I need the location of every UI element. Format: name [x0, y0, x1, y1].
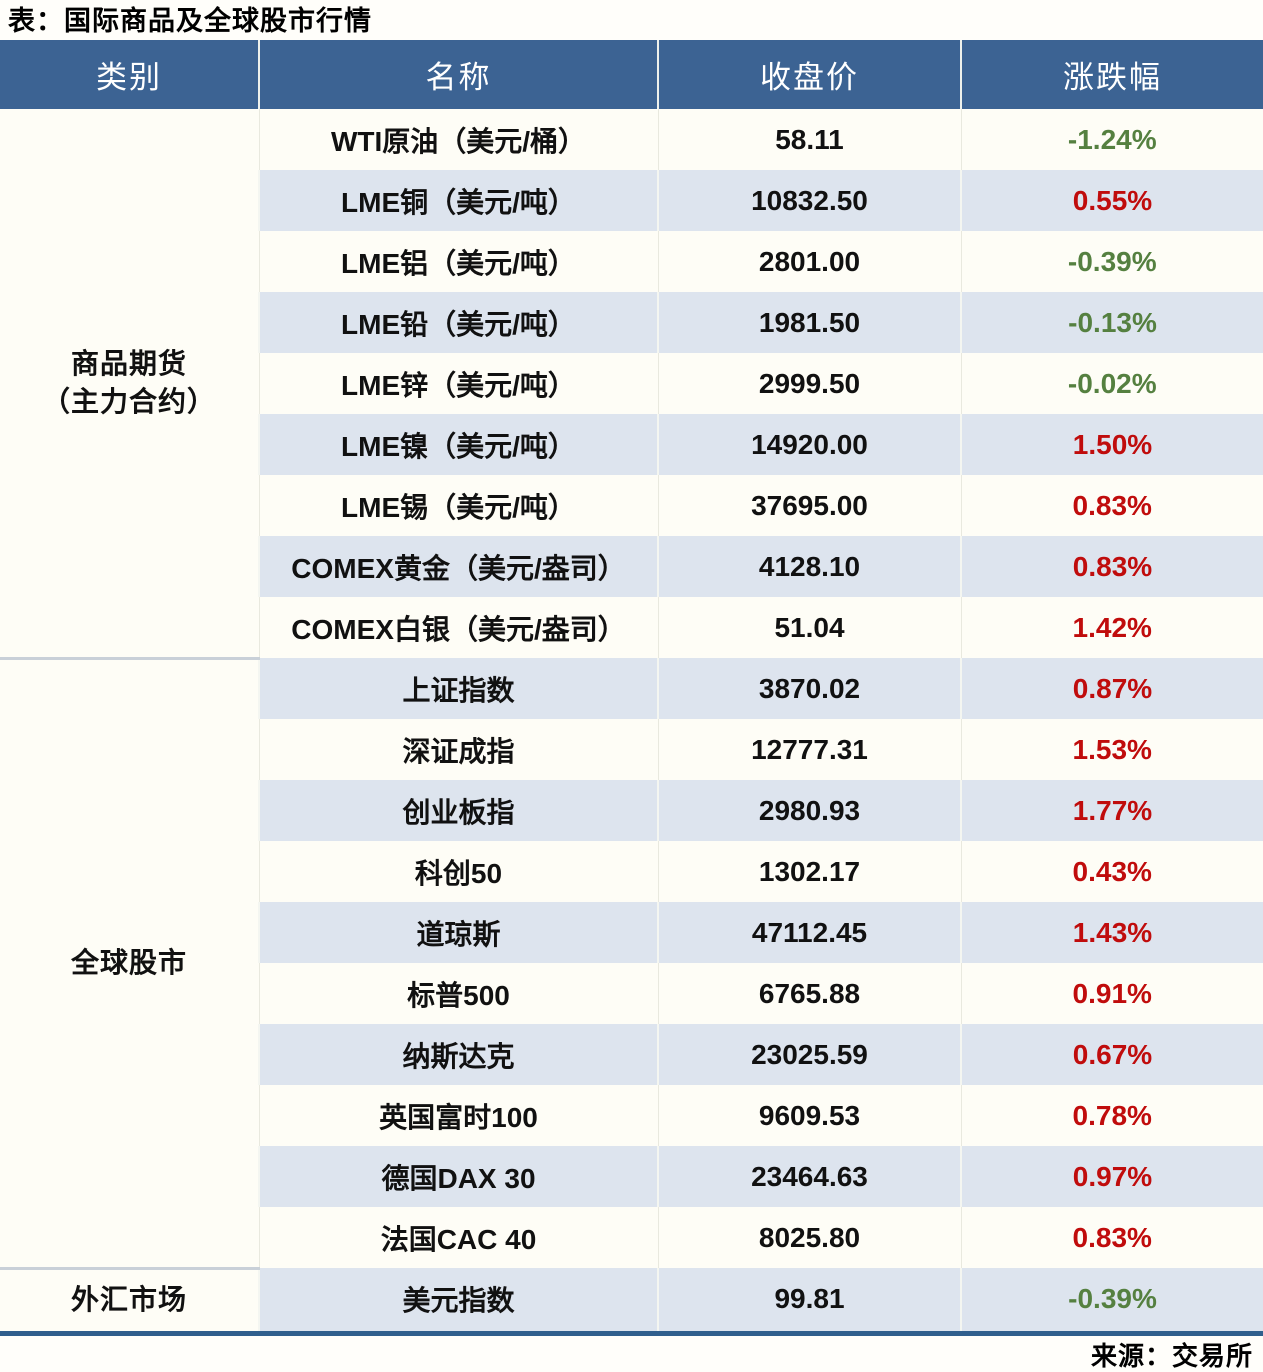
col-header-close: 收盘价	[657, 40, 961, 109]
category-label-line: 全球股市	[70, 947, 187, 978]
instrument-name: 纳斯达克	[258, 1024, 658, 1085]
table-row: 外汇市场 美元指数 99.81 -0.39%	[0, 1266, 1263, 1333]
close-price: 2801.00	[657, 231, 961, 292]
instrument-name: 创业板指	[258, 780, 658, 841]
col-header-change: 涨跌幅	[960, 40, 1263, 109]
change-percent: -1.24%	[960, 109, 1263, 170]
instrument-name: LME铜（美元/吨）	[258, 170, 658, 231]
instrument-name: LME锡（美元/吨）	[258, 475, 658, 536]
change-percent: 1.42%	[960, 597, 1263, 658]
close-price: 4128.10	[657, 536, 961, 597]
close-price: 23025.59	[657, 1024, 961, 1085]
change-percent: 1.77%	[960, 780, 1263, 841]
instrument-name: 道琼斯	[258, 902, 658, 963]
instrument-name: 美元指数	[258, 1268, 658, 1333]
table-row: LME铝（美元/吨） 2801.00 -0.39%	[0, 231, 1263, 292]
instrument-name: 英国富时100	[258, 1085, 658, 1146]
table-row: 纳斯达克 23025.59 0.67%	[0, 1024, 1263, 1085]
table-body: 商品期货 （主力合约） WTI原油（美元/桶） 58.11 -1.24% LME铜（美元/…	[0, 109, 1263, 1333]
instrument-name: 深证成指	[258, 719, 658, 780]
table-row: 道琼斯 47112.45 1.43%	[0, 902, 1263, 963]
close-price: 99.81	[657, 1268, 961, 1333]
close-price: 37695.00	[657, 475, 961, 536]
change-percent: -0.13%	[960, 292, 1263, 353]
change-percent: 0.83%	[960, 1207, 1263, 1268]
change-percent: 0.91%	[960, 963, 1263, 1024]
category-label-line: 商品期货	[70, 347, 187, 379]
table-row: LME铅（美元/吨） 1981.50 -0.13%	[0, 292, 1263, 353]
table-row: 德国DAX 30 23464.63 0.97%	[0, 1146, 1263, 1207]
instrument-name: 上证指数	[258, 658, 658, 719]
instrument-name: 科创50	[258, 841, 658, 902]
instrument-name: LME锌（美元/吨）	[258, 353, 658, 414]
table-row: COMEX白银（美元/盎司） 51.04 1.42%	[0, 597, 1263, 658]
close-price: 3870.02	[657, 658, 961, 719]
change-percent: -0.39%	[960, 1268, 1263, 1333]
table-row: 法国CAC 40 8025.80 0.83%	[0, 1207, 1263, 1268]
change-percent: 0.83%	[960, 475, 1263, 536]
instrument-name: 标普500	[258, 963, 658, 1024]
table-row: 创业板指 2980.93 1.77%	[0, 780, 1263, 841]
market-table: 类别 名称 收盘价 涨跌幅 商品期货 （主力合约） WTI原油（美元/桶） 58.11…	[0, 40, 1263, 1336]
close-price: 2999.50	[657, 353, 961, 414]
table-row: 商品期货 （主力合约） WTI原油（美元/桶） 58.11 -1.24%	[0, 109, 1263, 658]
close-price: 12777.31	[657, 719, 961, 780]
instrument-name: LME镍（美元/吨）	[258, 414, 658, 475]
change-percent: 0.97%	[960, 1146, 1263, 1207]
table-header: 类别 名称 收盘价 涨跌幅	[0, 40, 1263, 109]
table-row: COMEX黄金（美元/盎司） 4128.10 0.83%	[0, 536, 1263, 597]
change-percent: 0.67%	[960, 1024, 1263, 1085]
close-price: 23464.63	[657, 1146, 961, 1207]
table-row: 标普500 6765.88 0.91%	[0, 963, 1263, 1024]
category-cell: 商品期货 （主力合约）	[0, 109, 259, 658]
table-row: LME铜（美元/吨） 10832.50 0.55%	[0, 170, 1263, 231]
instrument-name: COMEX白银（美元/盎司）	[258, 597, 658, 658]
change-percent: 1.50%	[960, 414, 1263, 475]
source-note: 来源：交易所	[1090, 1340, 1253, 1371]
instrument-name: LME铝（美元/吨）	[258, 231, 658, 292]
change-percent: -0.39%	[960, 231, 1263, 292]
table-row: LME锌（美元/吨） 2999.50 -0.02%	[0, 353, 1263, 414]
change-percent: 0.83%	[960, 536, 1263, 597]
instrument-name: LME铅（美元/吨）	[258, 292, 658, 353]
table-row: 科创50 1302.17 0.43%	[0, 841, 1263, 902]
instrument-name: 法国CAC 40	[258, 1207, 658, 1268]
change-percent: 0.55%	[960, 170, 1263, 231]
close-price: 2980.93	[657, 780, 961, 841]
close-price: 51.04	[657, 597, 961, 658]
change-percent: 0.78%	[960, 1085, 1263, 1146]
change-percent: 0.43%	[960, 841, 1263, 902]
close-price: 10832.50	[657, 170, 961, 231]
change-percent: -0.02%	[960, 353, 1263, 414]
instrument-name: 德国DAX 30	[258, 1146, 658, 1207]
close-price: 14920.00	[657, 414, 961, 475]
col-header-name: 名称	[258, 40, 658, 109]
change-percent: 1.53%	[960, 719, 1263, 780]
instrument-name: WTI原油（美元/桶）	[258, 109, 658, 170]
table-row: LME锡（美元/吨） 37695.00 0.83%	[0, 475, 1263, 536]
close-price: 1981.50	[657, 292, 961, 353]
close-price: 1302.17	[657, 841, 961, 902]
close-price: 8025.80	[657, 1207, 961, 1268]
category-cell: 外汇市场	[0, 1266, 259, 1333]
close-price: 58.11	[657, 109, 961, 170]
instrument-name: COMEX黄金（美元/盎司）	[258, 536, 658, 597]
table-row: 深证成指 12777.31 1.53%	[0, 719, 1263, 780]
change-percent: 0.87%	[960, 658, 1263, 719]
table-row: LME镍（美元/吨） 14920.00 1.50%	[0, 414, 1263, 475]
change-percent: 1.43%	[960, 902, 1263, 963]
table-title: 表：国际商品及全球股市行情	[8, 6, 372, 36]
close-price: 47112.45	[657, 902, 961, 963]
col-header-category: 类别	[0, 40, 259, 109]
header-row: 类别 名称 收盘价 涨跌幅	[0, 40, 1263, 109]
category-label-line: 外汇市场	[70, 1284, 187, 1315]
category-label-line: （主力合约）	[41, 385, 216, 417]
close-price: 9609.53	[657, 1085, 961, 1146]
category-cell: 全球股市	[0, 656, 259, 1268]
table-row: 英国富时100 9609.53 0.78%	[0, 1085, 1263, 1146]
table-row: 全球股市 上证指数 3870.02 0.87%	[0, 656, 1263, 1268]
close-price: 6765.88	[657, 963, 961, 1024]
